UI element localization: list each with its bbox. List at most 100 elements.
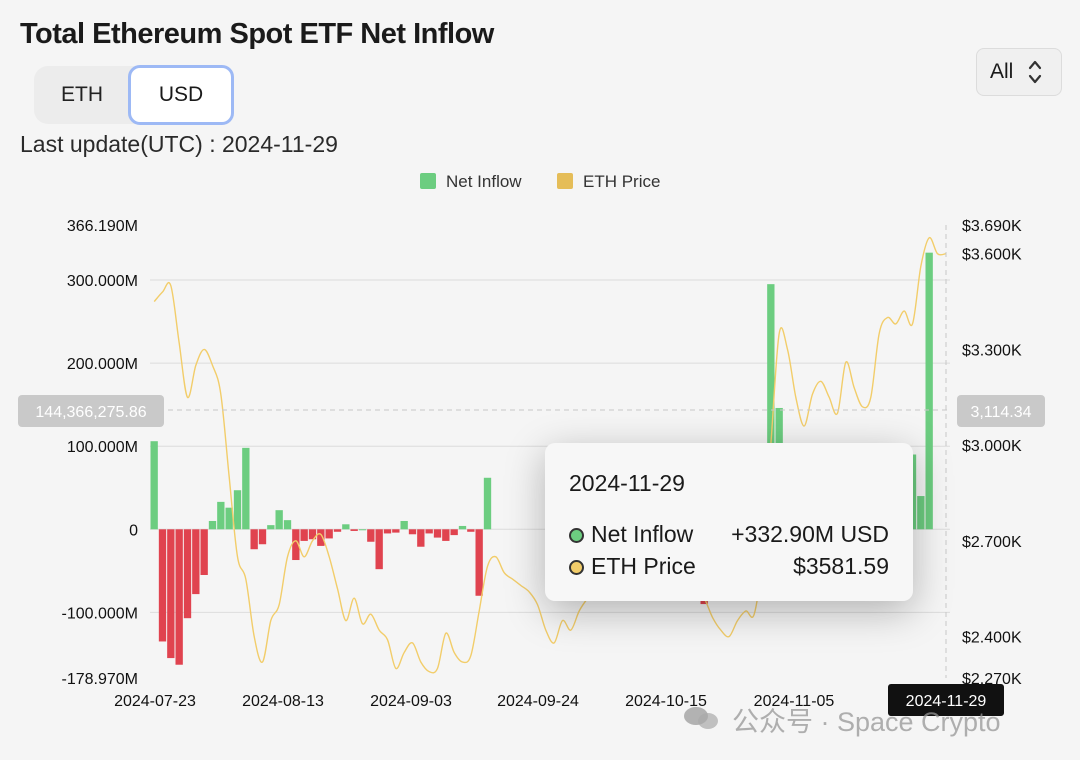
unit-option-usd[interactable]: USD: [128, 65, 234, 125]
range-select[interactable]: All: [976, 48, 1062, 96]
tooltip-net-inflow-value: +332.90M USD: [731, 521, 889, 547]
x-axis: 2024-07-23 2024-08-13 2024-09-03 2024-09-24…: [114, 684, 1004, 716]
outflow-bar: [292, 529, 300, 561]
inflow-bar: [225, 507, 233, 530]
right-tick-label: $3.300K: [962, 342, 1022, 359]
tooltip-net-inflow-label: Net Inflow: [591, 521, 694, 547]
crosshair: 144,366,275.86 3,114.34: [18, 225, 1045, 678]
inflow-bar: [242, 447, 250, 530]
outflow-bar: [183, 529, 192, 619]
inflow-bar: [358, 529, 367, 531]
crosshair-x-label: 2024-11-29: [906, 693, 987, 710]
crosshair-left-label-bg: [18, 395, 164, 427]
right-tick-label: $2.400K: [962, 630, 1022, 647]
left-tick-label: 200.000M: [67, 356, 138, 373]
inflow-bar: [275, 510, 283, 530]
range-select-value: All: [990, 60, 1014, 83]
last-update: Last update(UTC) : 2024-11-29: [20, 131, 338, 157]
outflow-bar: [392, 529, 400, 533]
left-axis: 366.190M 300.000M 200.000M 100.000M 0 -100.00…: [62, 218, 139, 688]
outflow-bar: [350, 529, 358, 531]
left-tick-label: 300.000M: [67, 273, 138, 290]
legend-item-eth-price[interactable]: ETH Price: [557, 172, 660, 192]
outflow-bar: [158, 529, 167, 642]
outflow-bar: [175, 529, 183, 665]
left-tick-label: -100.000M: [62, 605, 139, 622]
outflow-bar: [417, 529, 425, 547]
net-inflow-dot-icon: [569, 528, 584, 543]
right-tick-label: $2.700K: [962, 534, 1022, 551]
outflow-bar: [467, 529, 475, 532]
crosshair-x-label-bg: [888, 684, 1004, 716]
outflow-bar: [200, 529, 208, 575]
legend-label-eth-price: ETH Price: [583, 172, 661, 191]
crosshair-right-label-bg: [957, 395, 1045, 427]
eth-price-dot-icon: [569, 560, 584, 575]
legend-swatch-net-inflow: [420, 173, 436, 189]
outflow-bar: [375, 529, 383, 570]
outflow-bar: [475, 529, 483, 596]
tooltip-eth-price-label: ETH Price: [591, 553, 696, 579]
outflow-bar: [300, 529, 308, 541]
outflow-bar: [367, 529, 375, 542]
outflow-bar: [450, 529, 458, 536]
inflow-bar: [267, 525, 275, 530]
left-tick-label: -178.970M: [62, 671, 139, 688]
tooltip-eth-price-value: $3581.59: [793, 553, 889, 579]
crosshair-left-label: 144,366,275.86: [35, 404, 146, 421]
left-tick-label: 100.000M: [67, 439, 138, 456]
x-tick-label: 2024-09-24: [497, 693, 579, 710]
chevron-updown-icon: [1028, 60, 1042, 84]
right-tick-label: $3.690K: [962, 218, 1022, 235]
right-tick-label: $3.600K: [962, 247, 1022, 264]
outflow-bar: [308, 529, 317, 540]
unit-toggle: ETH USD: [34, 65, 234, 125]
tooltip-row-net-inflow: Net Inflow +332.90M USD: [569, 521, 889, 549]
outflow-bar: [325, 529, 333, 539]
right-axis: $3.690K $3.600K $3.300K $3.000K $2.700K $2.40…: [962, 218, 1022, 688]
page-title: Total Ethereum Spot ETF Net Inflow: [20, 18, 494, 50]
x-tick-label: 2024-07-23: [114, 693, 196, 710]
outflow-bar: [408, 529, 417, 535]
outflow-bar: [442, 529, 450, 541]
outflow-bar: [333, 529, 342, 532]
chart-tooltip: 2024-11-29 Net Inflow +332.90M USD ETH P…: [545, 443, 913, 601]
eth-price-line: [153, 237, 946, 674]
right-tick-label: $3.000K: [962, 438, 1022, 455]
watermark: 公众号 · Space Crypto: [682, 700, 1001, 739]
tooltip-date: 2024-11-29: [569, 470, 685, 496]
right-tick-label: $2.270K: [962, 671, 1022, 688]
legend-label-net-inflow: Net Inflow: [446, 172, 522, 191]
inflow-bar: [483, 477, 492, 530]
crosshair-right-label: 3,114.34: [970, 404, 1031, 421]
outflow-bar: [433, 529, 442, 538]
inflow-bar: [767, 284, 775, 530]
wechat-icon: [684, 707, 718, 729]
left-tick-label: 366.190M: [67, 218, 138, 235]
left-tick-label: 0: [129, 522, 138, 539]
tooltip-row-eth-price: ETH Price $3581.59: [569, 553, 889, 581]
outflow-bar: [250, 529, 258, 550]
inflow-bar: [458, 525, 467, 530]
x-tick-label: 2024-09-03: [370, 693, 452, 710]
inflow-bar: [925, 252, 933, 530]
legend-swatch-eth-price: [557, 173, 573, 189]
inflow-bar: [283, 520, 292, 530]
x-tick-label: 2024-08-13: [242, 693, 324, 710]
outflow-bar: [258, 529, 267, 545]
outflow-bar: [425, 529, 433, 534]
outflow-bar: [167, 529, 175, 659]
inflow-bar: [217, 501, 225, 530]
inflow-bar: [208, 520, 217, 530]
watermark-text: 公众号 · Space Crypto: [732, 707, 1001, 737]
outflow-bar: [317, 529, 325, 546]
inflow-bar: [150, 441, 158, 530]
legend-item-net-inflow[interactable]: Net Inflow: [420, 172, 522, 192]
x-tick-label: 2024-11-05: [754, 693, 835, 710]
outflow-bar: [383, 529, 392, 534]
inflow-bar: [342, 524, 350, 530]
unit-option-eth[interactable]: ETH: [61, 83, 103, 106]
outflow-bar: [192, 529, 200, 595]
inflow-bar: [917, 496, 925, 530]
